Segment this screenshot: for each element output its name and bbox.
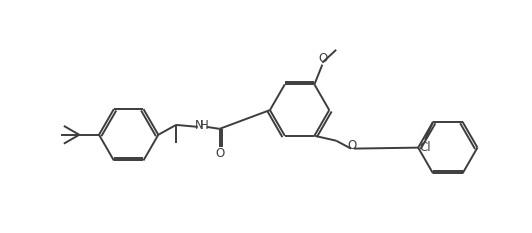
Text: O: O — [347, 139, 356, 152]
Text: H: H — [200, 119, 209, 132]
Text: O: O — [215, 147, 224, 160]
Text: Cl: Cl — [419, 141, 431, 154]
Text: O: O — [319, 52, 328, 65]
Text: N: N — [195, 119, 204, 132]
